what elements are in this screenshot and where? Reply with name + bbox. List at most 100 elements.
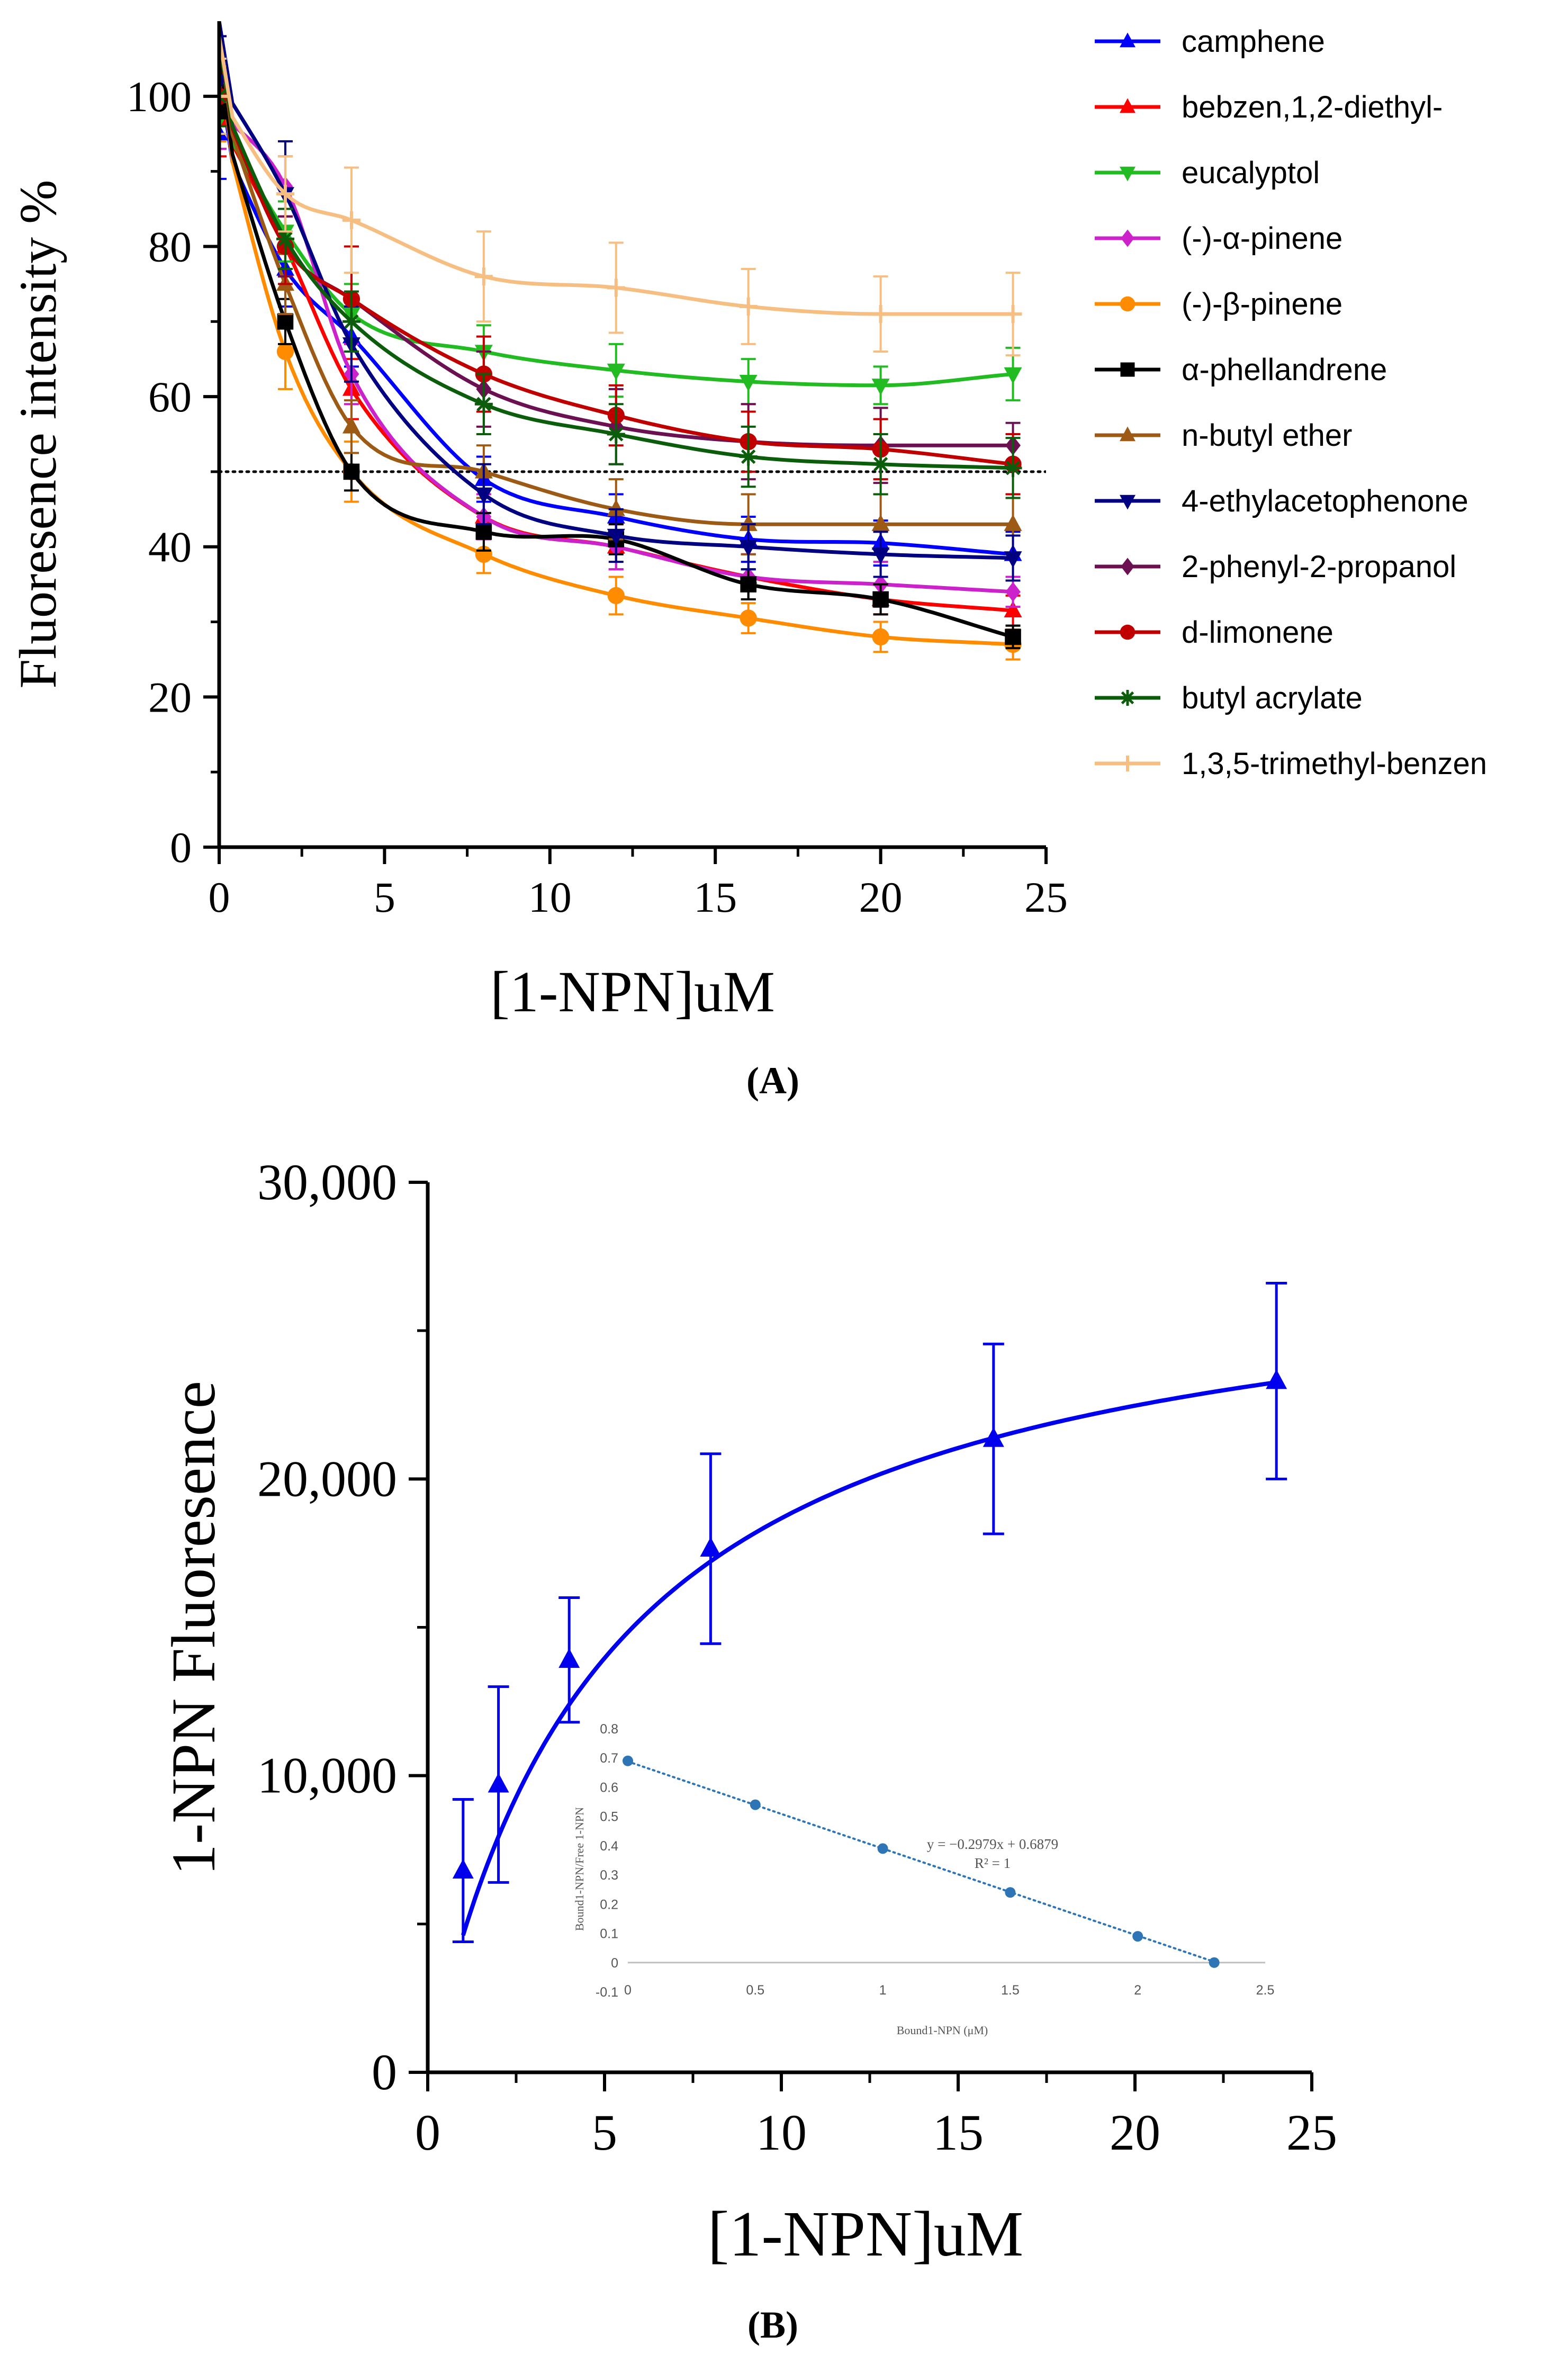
- data-point: [739, 540, 758, 557]
- panel-b-data-point: [700, 1537, 722, 1557]
- data-point: [607, 425, 625, 443]
- legend-label: d-limonene: [1182, 615, 1333, 650]
- inset-data-point: [623, 1755, 633, 1766]
- panel-b-x-axis-ticks: 0 5 10 15 20 25: [415, 2072, 1337, 2161]
- data-point: [1004, 459, 1022, 477]
- legend-marker: [1120, 296, 1136, 312]
- panel-a-x-tick-label: 5: [374, 873, 395, 921]
- panel-b-y-axis-ticks: 0 10,000 20,000 30,000: [257, 1154, 428, 2100]
- data-point: [276, 185, 294, 203]
- data-point: [474, 267, 493, 286]
- data-point: [1004, 551, 1022, 568]
- data-point: [475, 524, 492, 540]
- inset-data-point: [1132, 1931, 1143, 1942]
- inset-trendline: [627, 1760, 1215, 1963]
- panel-a-y-tick-label: 100: [127, 73, 192, 121]
- legend-marker: [1120, 624, 1136, 640]
- legend-item-d-limonene: d-limonene: [1095, 615, 1333, 650]
- data-point: [342, 312, 361, 331]
- legend-label: α-phellandrene: [1182, 353, 1387, 387]
- data-point: [474, 487, 493, 505]
- legend-label: eucalyptol: [1182, 156, 1320, 190]
- data-point: [739, 447, 758, 466]
- data-point: [871, 514, 890, 531]
- data-point: [871, 547, 890, 564]
- series-4-ethylacetophenone: [219, 21, 1022, 582]
- data-point: [219, 103, 228, 120]
- inset-y-tick-label: 0.1: [600, 1927, 618, 1942]
- legend-marker: [1120, 426, 1136, 442]
- legend-item-4-ethylacetophenone: 4-ethylacetophenone: [1095, 484, 1468, 518]
- series-butyl-acrylate: [219, 35, 1022, 499]
- data-point: [342, 417, 361, 434]
- data-point: [276, 230, 294, 248]
- panel-a-y-tick-label: 80: [148, 222, 192, 271]
- inset-x-tick-label: 0: [624, 1983, 632, 1998]
- panel-b-data-point: [452, 1858, 474, 1879]
- legend-label: butyl acrylate: [1182, 681, 1363, 715]
- legend-item-2-phenyl-2-propanol: 2-phenyl-2-propanol: [1095, 550, 1456, 584]
- inset-y-tick-label: 0.7: [600, 1751, 618, 1766]
- inset-y-axis-label: Bound1-NPN/Free 1-NPN: [573, 1807, 586, 1931]
- inset-x-tick-label: 1: [879, 1983, 887, 1998]
- fit-curve: [219, 58, 1013, 388]
- error-bar: [219, 57, 227, 135]
- legend-label: n-butyl ether: [1182, 418, 1352, 453]
- legend-marker: [1120, 32, 1136, 48]
- legend-marker: [1120, 362, 1135, 377]
- inset-x-tick-label: 2.5: [1256, 1983, 1275, 1998]
- data-point: [871, 379, 890, 396]
- legend-label: bebzen,1,2-diethyl-: [1182, 90, 1443, 124]
- panel-a-x-tick-label: 0: [209, 873, 230, 921]
- panel-a-x-tick-label: 20: [859, 873, 903, 921]
- legend-item-eucalyptol: eucalyptol: [1095, 156, 1320, 190]
- panel-b-x-tick-label: 20: [1110, 2104, 1160, 2161]
- inset-y-tick-label: 0.3: [600, 1868, 618, 1883]
- data-point: [607, 499, 625, 516]
- legend-marker: [1121, 229, 1134, 247]
- inset-y-tick-label: 0.4: [600, 1839, 618, 1854]
- inset-data-point: [1209, 1957, 1220, 1968]
- panel-b-fit-curve: [461, 1380, 1277, 1936]
- inset-x-axis-label: Bound1-NPN (μM): [897, 2024, 988, 2037]
- panel-b-y-tick-label: 20,000: [257, 1450, 397, 1507]
- panel-b-x-tick-label: 15: [933, 2104, 984, 2161]
- panel-a-label: (A): [746, 1059, 799, 1102]
- panel-b-x-axis-label: [1-NPN]uM: [708, 2198, 1023, 2270]
- inset-plot-area: [623, 1755, 1220, 1968]
- series-1-3-5-trimethyl-benzen: [219, 35, 1022, 357]
- legend-item-1-3-5-trimethyl-benzen: 1,3,5-trimethyl-benzen: [1095, 747, 1487, 781]
- panel-a-x-tick-label: 15: [693, 873, 737, 921]
- legend-marker: [1120, 756, 1136, 771]
- legend-item-pinene: (-)-β-pinene: [1095, 287, 1342, 321]
- data-point: [219, 74, 228, 92]
- inset-r-squared: R² = 1: [975, 1855, 1011, 1871]
- legend-label: (-)-α-pinene: [1182, 221, 1342, 256]
- inset-x-tick-label: 1.5: [1001, 1983, 1020, 1998]
- legend-item-phellandrene: α-phellandrene: [1095, 353, 1387, 387]
- panel-b-x-tick-label: 5: [592, 2104, 617, 2161]
- data-point: [740, 609, 757, 627]
- panel-a-x-tick-label: 10: [528, 873, 572, 921]
- legend-item-pinene: (-)-α-pinene: [1095, 221, 1342, 256]
- data-point: [219, 124, 228, 141]
- inset-y-tick-label: 0.5: [600, 1810, 618, 1825]
- panel-a-y-tick-label: 60: [148, 373, 192, 421]
- data-point: [1005, 582, 1021, 602]
- data-point: [1004, 600, 1022, 618]
- inset-y-tick-label: 0.6: [600, 1780, 618, 1795]
- legend-marker: [1121, 558, 1134, 576]
- legend-marker: [1120, 495, 1136, 510]
- data-point: [1004, 367, 1022, 384]
- legend-label: 4-ethylacetophenone: [1182, 484, 1468, 518]
- panel-b-x-tick-label: 25: [1286, 2104, 1337, 2161]
- legend-label: camphene: [1182, 24, 1325, 59]
- inset-x-tick-label: 0.5: [746, 1983, 764, 1998]
- data-point: [739, 514, 758, 531]
- legend-label: 1,3,5-trimethyl-benzen: [1182, 747, 1487, 781]
- data-point: [739, 374, 758, 392]
- panel-a-x-axis-label: [1-NPN]uM: [490, 959, 775, 1024]
- legend-marker: [1120, 98, 1136, 113]
- panel-a-y-axis-ticks: 0 20 40 60 80 100: [127, 73, 219, 871]
- inset-x-tick-label: 2: [1134, 1983, 1141, 1998]
